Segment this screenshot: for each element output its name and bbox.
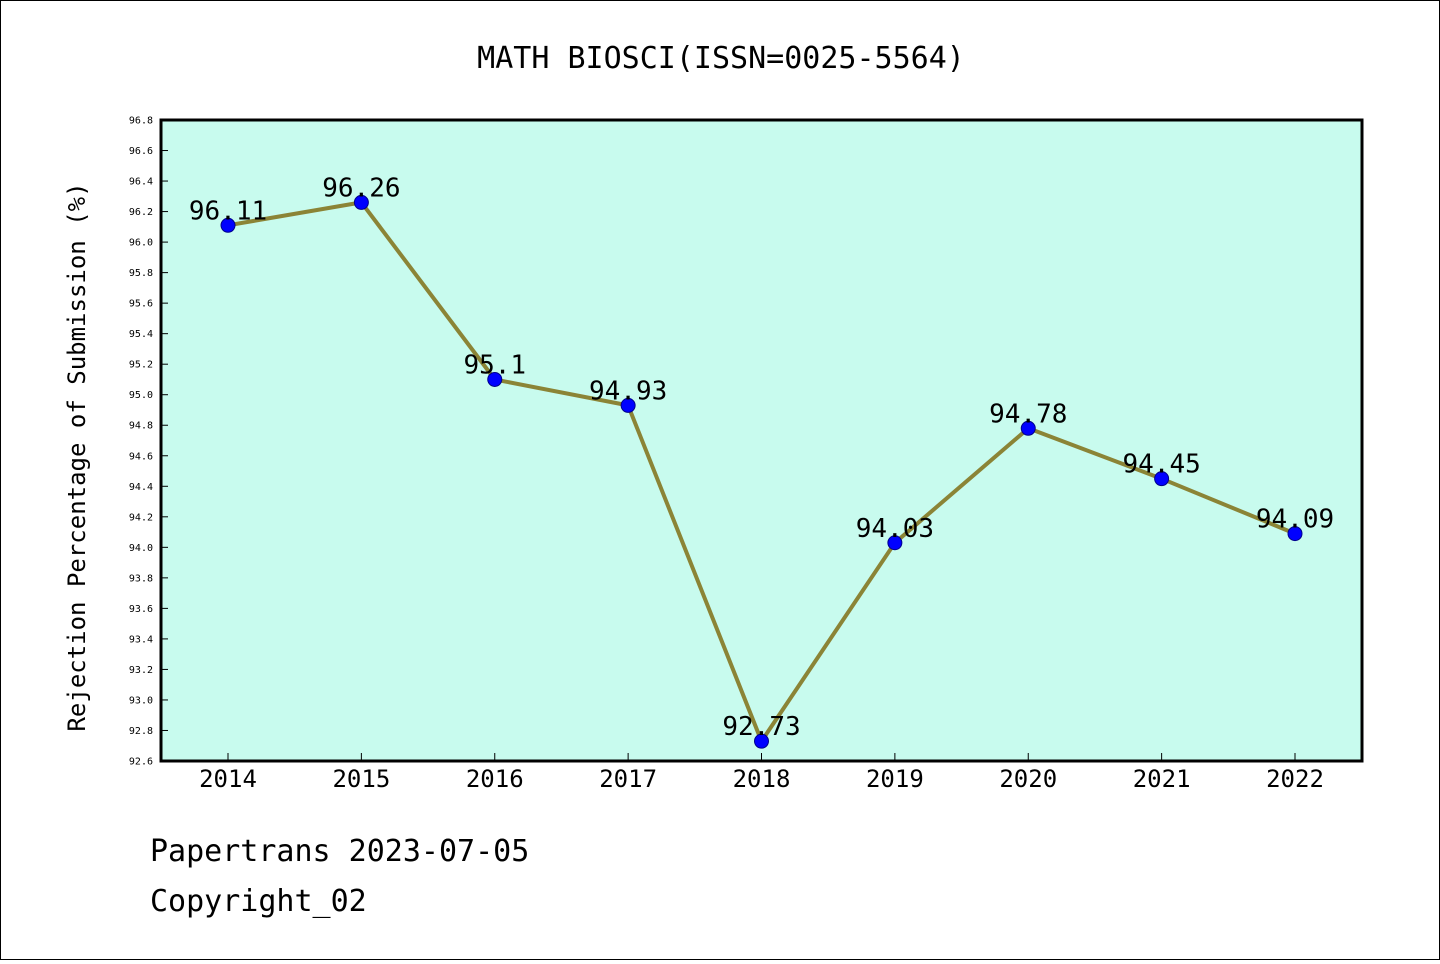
data-point <box>1154 471 1170 487</box>
data-point <box>620 397 636 413</box>
x-tick-label: 2022 <box>1266 765 1324 793</box>
y-tick-label: 95.2 <box>129 360 153 371</box>
y-tick-label: 93.4 <box>129 634 153 645</box>
plot-area <box>159 118 1364 763</box>
data-label: 94.93 <box>589 376 667 406</box>
y-tick-label: 95.6 <box>129 299 153 310</box>
data-label: 94.09 <box>1256 505 1334 535</box>
data-label: 94.45 <box>1122 450 1200 480</box>
data-point <box>754 733 769 749</box>
y-axis-label: Rejection Percentage of Submission (%) <box>63 182 91 731</box>
footer-date: Papertrans 2023-07-05 <box>150 834 530 869</box>
data-point <box>887 535 903 551</box>
data-point <box>1287 526 1303 542</box>
x-tick-label: 2020 <box>999 765 1057 793</box>
y-tick-label: 93.2 <box>129 665 153 676</box>
x-tick-label: 2015 <box>332 765 390 793</box>
y-tick-label: 96.2 <box>129 207 153 218</box>
y-tick-label: 96.8 <box>129 116 153 127</box>
y-tick-label: 94.8 <box>129 421 153 432</box>
data-label: 92.73 <box>722 712 800 742</box>
x-tick-label: 2017 <box>599 765 657 793</box>
series-layer: 96.11 96.26 95.1 94.93 92.73 94.03 94.78 94.45 9… <box>189 173 1334 749</box>
y-tick-label: 94.2 <box>129 512 153 523</box>
x-tick-label: 2021 <box>1133 765 1191 793</box>
y-tick-label: 96.6 <box>129 146 153 157</box>
y-tick-label: 96.4 <box>129 177 153 188</box>
y-tick-label: 94.6 <box>129 451 153 462</box>
y-tick-label: 94.4 <box>129 482 153 493</box>
y-tick-label: 95.0 <box>129 390 153 401</box>
y-tick-label: 93.6 <box>129 604 153 615</box>
data-point <box>353 194 369 210</box>
data-label: 94.78 <box>989 399 1067 429</box>
y-tick-label: 92.8 <box>129 726 153 737</box>
x-tick-label: 2019 <box>866 765 924 793</box>
y-tick-label: 92.6 <box>129 757 153 768</box>
data-label: 96.11 <box>189 196 267 226</box>
data-point <box>220 217 236 233</box>
y-tick-label: 93.0 <box>129 695 153 706</box>
data-label: 94.03 <box>856 514 934 544</box>
data-label: 95.1 <box>463 350 526 380</box>
data-label: 96.26 <box>322 173 400 203</box>
x-tick-label: 2014 <box>199 765 257 793</box>
x-tick-label: 2016 <box>466 765 524 793</box>
y-tick-label: 95.8 <box>129 268 153 279</box>
footer-copyright: Copyright_02 <box>150 884 367 919</box>
y-axis: 92.6 92.8 93.0 93.2 93.4 93.6 93.8 94.0 94.2 94.4… <box>129 116 168 768</box>
data-point <box>487 371 503 387</box>
y-tick-label: 93.8 <box>129 573 153 584</box>
chart-title: MATH BIOSCI(ISSN=0025-5564) <box>477 41 965 76</box>
y-tick-label: 94.0 <box>129 543 153 554</box>
x-axis: 2014 2015 2016 2017 2018 2019 2020 2021 2022 <box>199 753 1324 793</box>
x-tick-label: 2018 <box>733 765 791 793</box>
y-tick-label: 95.4 <box>129 329 153 340</box>
data-point <box>1020 420 1036 436</box>
y-tick-label: 96.0 <box>129 238 153 249</box>
